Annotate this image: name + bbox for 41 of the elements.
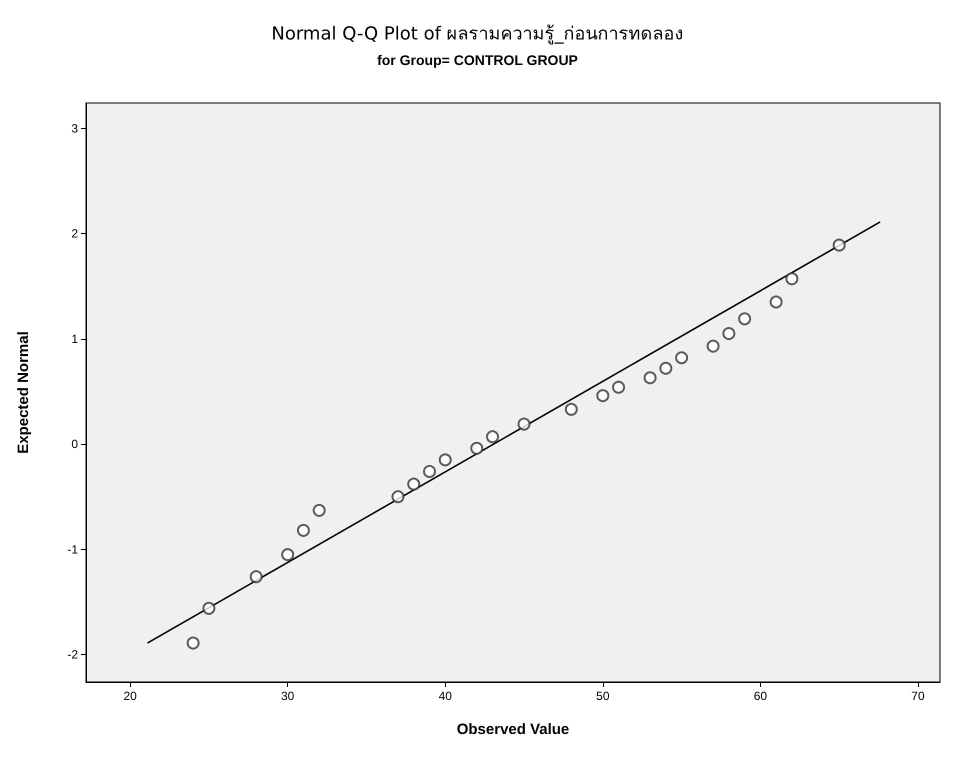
point [281, 548, 294, 562]
point [770, 295, 783, 308]
y-tick-label: 0 [71, 437, 78, 452]
point [564, 402, 578, 416]
x-axis-title: Observed Value [456, 721, 570, 738]
chart-subtitle: for Group= CONTROL GROUP [377, 52, 578, 68]
x-tick-label: 70 [911, 689, 925, 703]
y-tick-label: 3 [71, 121, 78, 136]
x-tick-label: 40 [438, 689, 452, 703]
chart-title: Normal Q-Q Plot of ผลรามความรู้_ก่อนการทดลอง [271, 24, 684, 44]
x-tick-label: 30 [281, 689, 295, 703]
y-axis-title: Expected Normal [15, 331, 32, 454]
y-tick-label: -1 [67, 542, 78, 556]
point [186, 636, 200, 650]
point [832, 238, 846, 252]
point [659, 362, 672, 375]
point [391, 490, 404, 504]
point [738, 312, 752, 326]
point [644, 371, 657, 384]
point [250, 570, 263, 584]
point [675, 351, 688, 364]
point [486, 430, 500, 444]
x-tick-label: 60 [754, 689, 768, 703]
x-tick-label: 20 [123, 689, 138, 703]
point [296, 524, 310, 537]
x-tick-label: 50 [596, 689, 610, 703]
point [407, 478, 420, 491]
point [202, 602, 216, 615]
point [438, 453, 452, 466]
point [785, 272, 798, 286]
point [312, 504, 326, 517]
y-tick-label: 2 [71, 226, 78, 241]
point [722, 327, 736, 340]
point [470, 442, 484, 455]
point [612, 380, 626, 394]
y-tick-label: 1 [71, 332, 78, 346]
point [706, 340, 720, 353]
y-tick-label: -2 [67, 648, 78, 662]
point [423, 464, 436, 478]
point [518, 418, 531, 431]
point [596, 389, 610, 402]
